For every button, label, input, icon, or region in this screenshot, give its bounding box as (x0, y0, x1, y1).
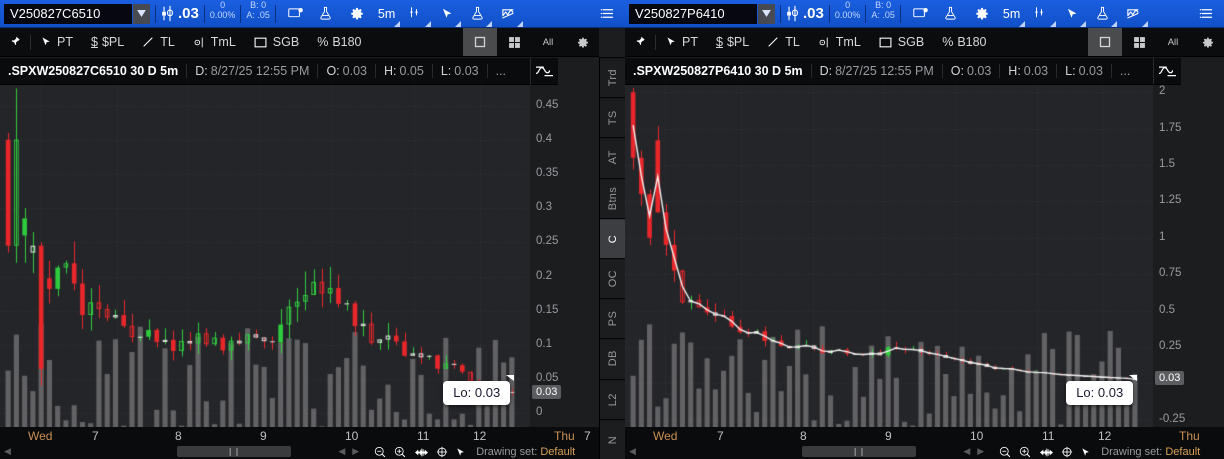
svg-text:i: i (300, 8, 301, 12)
svg-text:i: i (925, 8, 926, 12)
